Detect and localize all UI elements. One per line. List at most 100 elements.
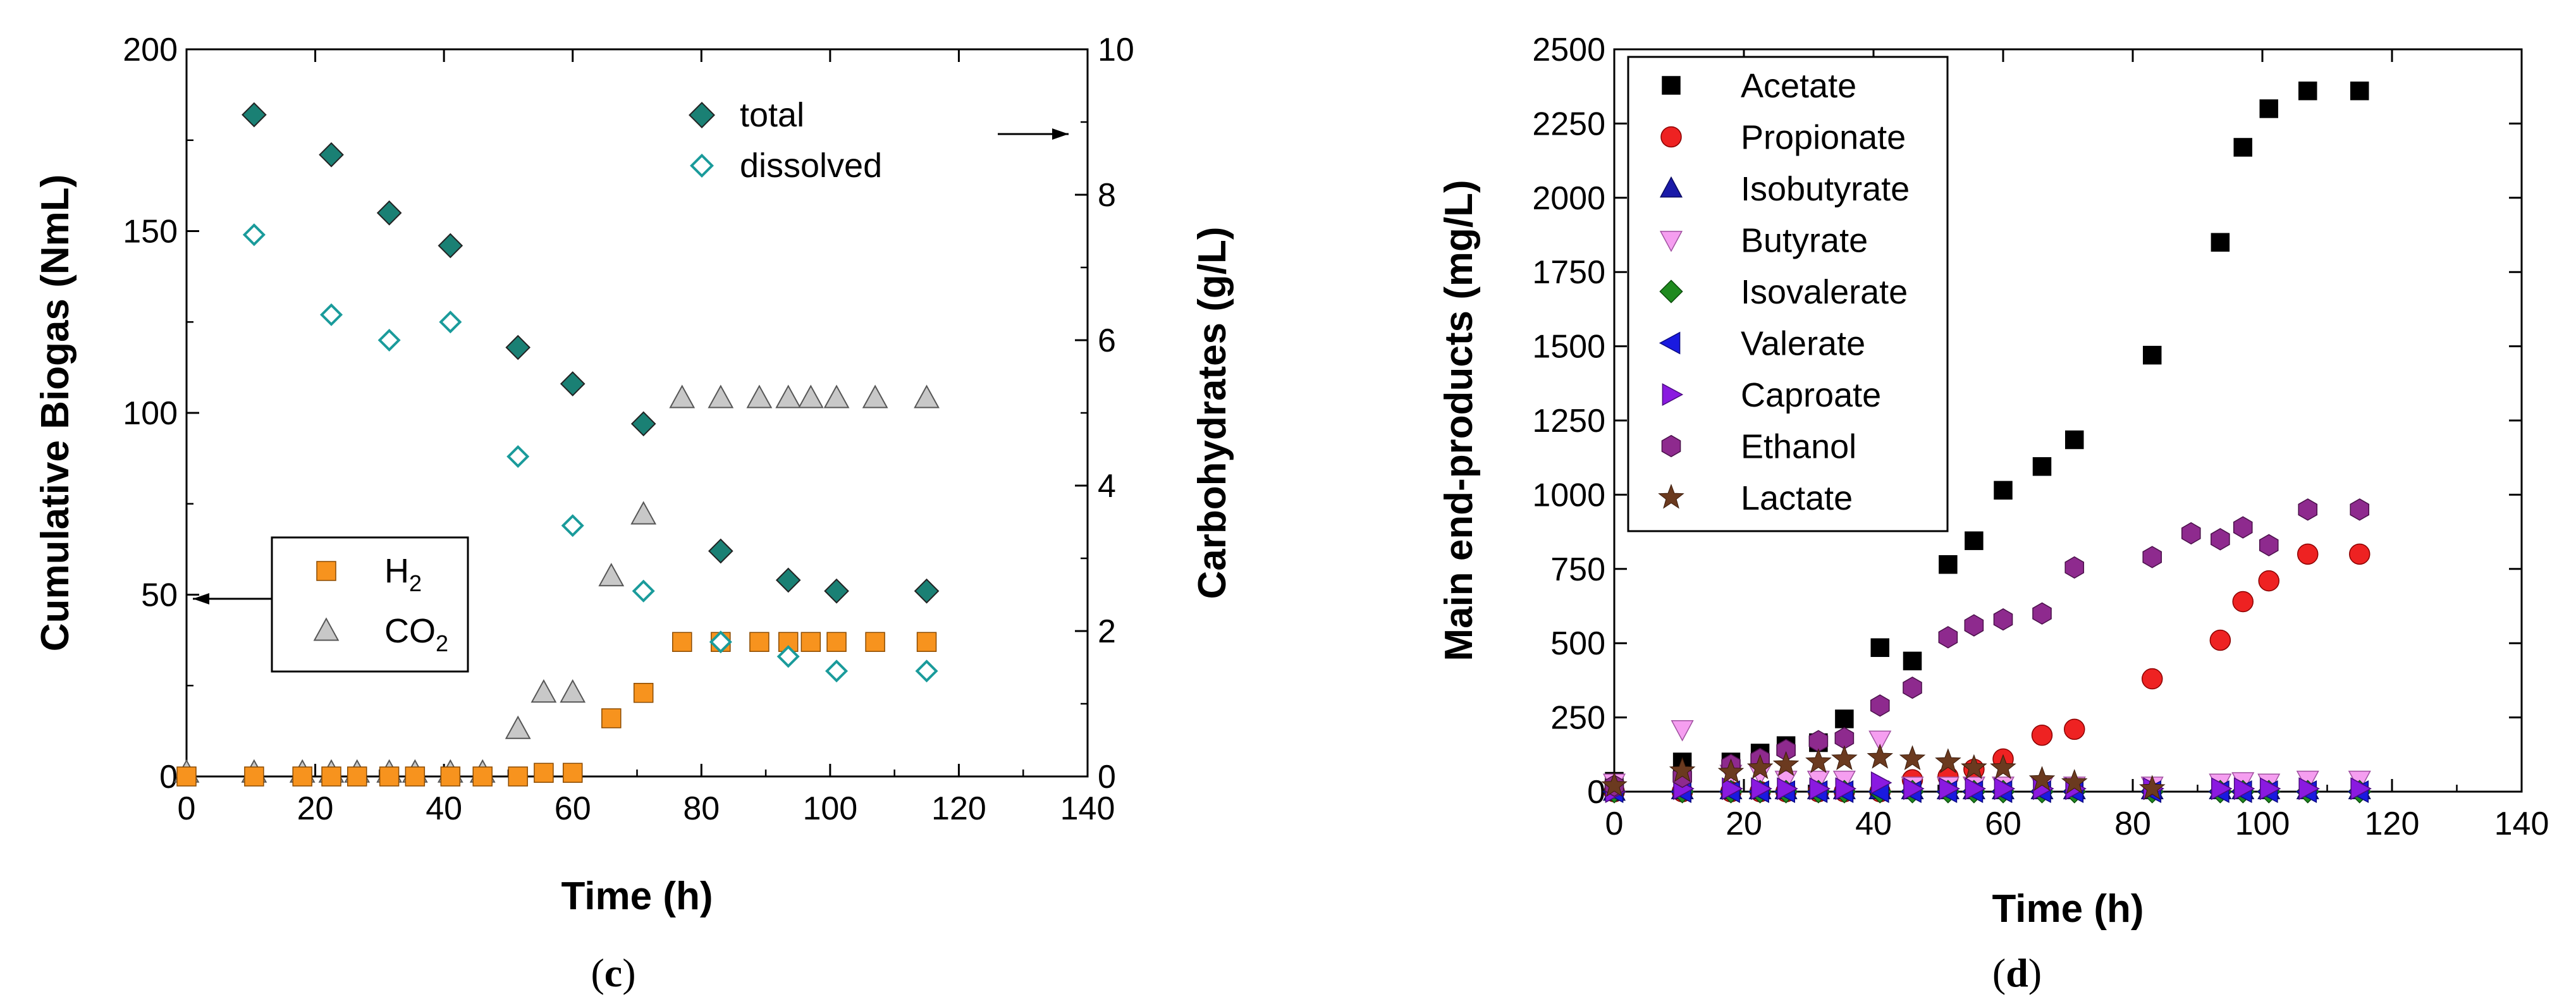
legend-label-propionate: Propionate	[1741, 119, 1906, 157]
y-tick-label: 200	[123, 32, 178, 68]
data-point-lactate	[1831, 745, 1858, 771]
legend-marker-butyrate	[1659, 231, 1683, 252]
legend-label-lactate: Lactate	[1741, 479, 1853, 517]
y-tick-label: 1000	[1532, 477, 1605, 513]
data-point-total	[438, 233, 463, 259]
data-point-h2	[244, 766, 264, 787]
legend-end-products: Acetate Propionate Isobutyrate Butyrate Isov…	[1627, 56, 1949, 532]
x-tick-label: 140	[2494, 806, 2549, 842]
legend-label-valerate: Valerate	[1741, 325, 1865, 363]
data-point-lactate	[2138, 775, 2166, 800]
legend-right-axis: total dissolved	[689, 96, 1069, 185]
panel-caption-c: (c)	[591, 950, 635, 995]
data-point-acetate	[2298, 81, 2317, 101]
legend-arrow-right-head	[1052, 128, 1069, 140]
data-point-h2	[749, 632, 770, 652]
legend-marker-h2	[316, 561, 336, 581]
series-ethanol	[1604, 498, 2370, 797]
data-point-caproate	[1835, 777, 1857, 801]
data-point-acetate	[1939, 555, 1958, 574]
data-point-co2	[862, 384, 888, 408]
data-point-ethanol	[2032, 602, 2052, 625]
y2-tick-label: 6	[1098, 322, 1116, 359]
data-point-acetate	[2350, 81, 2369, 101]
legend-marker-isovalerate	[1659, 279, 1683, 304]
data-point-caproate	[1870, 771, 1892, 794]
legend-marker-lactate	[1658, 484, 1684, 509]
data-point-lactate	[1805, 748, 1832, 773]
legend-label-isobutyrate: Isobutyrate	[1741, 170, 1910, 208]
x-axis-label: Time (h)	[561, 874, 713, 918]
data-point-h2	[633, 683, 654, 703]
data-point-lactate	[1935, 748, 1961, 773]
data-point-propionate	[2064, 718, 2085, 740]
data-point-total	[824, 578, 849, 604]
data-point-propionate	[2258, 570, 2279, 592]
data-point-lactate	[1867, 744, 1894, 769]
panel-caption-d: (d)	[1992, 950, 2042, 995]
data-point-h2	[405, 766, 426, 787]
data-point-total	[242, 102, 267, 128]
y-tick-label: 250	[1550, 700, 1605, 737]
data-point-lactate	[1772, 751, 1800, 776]
data-point-acetate	[1835, 709, 1854, 728]
data-point-propionate	[2232, 591, 2254, 613]
y-tick-label: 100	[123, 395, 178, 432]
data-point-lactate	[1990, 754, 2016, 780]
data-point-acetate	[1994, 481, 2013, 500]
data-point-ethanol	[1993, 608, 2013, 631]
series-total	[242, 102, 940, 604]
x-tick-label: 0	[178, 790, 196, 827]
data-point-ethanol	[2142, 546, 2162, 568]
data-point-h2	[472, 766, 493, 787]
data-point-h2	[562, 763, 583, 783]
data-point-total	[376, 200, 402, 226]
data-point-caproate	[1903, 777, 1925, 801]
y-axis-label: Main end-products (mg/L)	[1437, 180, 1481, 661]
y2-tick-label: 0	[1098, 759, 1116, 795]
series-lactate	[1601, 744, 2166, 800]
legend-marker-valerate	[1659, 331, 1681, 355]
data-point-h2	[800, 632, 821, 652]
data-point-co2	[914, 384, 940, 408]
data-point-caproate	[1994, 777, 2016, 801]
data-point-butyrate	[1868, 730, 1892, 752]
x-tick-label: 120	[2365, 806, 2420, 842]
y2-tick-label: 4	[1098, 468, 1116, 505]
data-point-dissolved	[915, 659, 938, 683]
data-point-lactate	[1746, 754, 1774, 780]
data-point-h2	[534, 763, 554, 783]
data-point-acetate	[2065, 430, 2084, 450]
data-point-acetate	[1965, 531, 1984, 550]
x-tick-label: 0	[1605, 806, 1624, 842]
data-point-acetate	[1870, 638, 1889, 657]
series-propionate	[1604, 543, 2371, 802]
x-tick-label: 60	[1985, 806, 2021, 842]
legend-marker-co2	[313, 617, 340, 641]
data-point-co2	[630, 501, 657, 525]
x-tick-label: 100	[2235, 806, 2290, 842]
y-tick-label: 1750	[1532, 254, 1605, 291]
data-point-caproate	[1722, 777, 1743, 801]
legend-label-co2-subscript: 2	[436, 630, 448, 656]
data-point-total	[319, 142, 344, 168]
data-point-h2	[601, 708, 622, 728]
legend-marker-propionate	[1660, 126, 1682, 148]
data-point-lactate	[1961, 754, 1987, 780]
x-tick-label: 60	[555, 790, 591, 827]
x-tick-label: 40	[1855, 806, 1892, 842]
data-point-h2	[379, 766, 400, 787]
data-point-co2	[823, 384, 850, 408]
legend-marker-isobutyrate	[1659, 176, 1683, 198]
series-dissolved	[242, 223, 938, 683]
series-isobutyrate	[1602, 778, 2371, 801]
data-point-h2	[347, 766, 367, 787]
data-point-h2	[672, 632, 692, 652]
data-point-ethanol	[2181, 522, 2201, 545]
y2-tick-label: 10	[1098, 32, 1134, 68]
data-point-h2	[916, 632, 937, 652]
data-point-acetate	[2032, 457, 2052, 476]
data-point-ethanol	[1903, 676, 1922, 699]
data-point-total	[775, 567, 801, 593]
data-point-lactate	[1717, 758, 1745, 784]
